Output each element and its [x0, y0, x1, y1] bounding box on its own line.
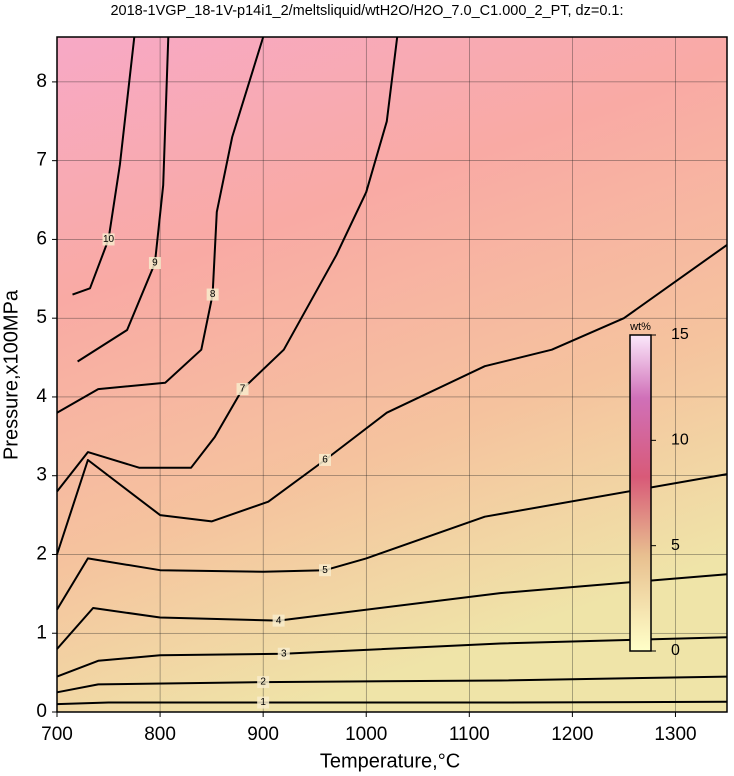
contour-label: 4	[276, 615, 282, 626]
x-axis-label: Temperature,°C	[320, 750, 460, 772]
contour-label: 7	[240, 384, 246, 395]
contour-label: 3	[281, 648, 287, 659]
contour-label-bg	[319, 453, 331, 466]
contour-label-bg	[257, 696, 270, 709]
x-tick-label: 900	[247, 724, 279, 745]
x-tick-label: 700	[41, 724, 73, 745]
y-tick-label: 5	[36, 307, 47, 328]
contour-line	[56, 36, 265, 414]
contour-label-bg	[272, 614, 285, 627]
colorbar-label: wt%	[629, 321, 651, 333]
contour-line	[56, 636, 728, 678]
x-tick-label: 1100	[449, 724, 490, 745]
contour-label-bg	[236, 383, 249, 396]
contour-label: 5	[322, 565, 328, 576]
contour-label-bg	[102, 233, 115, 246]
y-axis-label: Pressure,x100MPa	[0, 289, 22, 460]
y-tick-label: 3	[36, 465, 47, 486]
y-tick-label: 8	[36, 71, 47, 92]
y-tick-label: 6	[36, 228, 47, 249]
x-tick-label: 800	[144, 724, 176, 745]
contour-label-bg	[148, 257, 161, 270]
contour-label: 2	[260, 677, 266, 688]
contour-label: 1	[260, 697, 266, 708]
contour-label-bg	[257, 676, 270, 689]
y-tick-label: 1	[36, 622, 47, 643]
colorbar-tick-label: 15	[671, 326, 689, 343]
x-tick-label: 1000	[345, 724, 387, 745]
colorbar-tick-label: 5	[671, 537, 680, 554]
contour-label-bg	[277, 647, 290, 660]
contour-label: 6	[322, 455, 328, 466]
y-tick-label: 7	[36, 150, 47, 171]
contour-label: 10	[103, 234, 115, 245]
colorbar-tick-label: 0	[671, 642, 680, 659]
contour-label-bg	[206, 288, 219, 301]
plot-frame	[56, 36, 728, 713]
plot-background	[57, 37, 727, 712]
x-tick-label: 1300	[654, 724, 696, 745]
colorbar	[629, 334, 652, 652]
colorbar-tick-label: 10	[671, 432, 689, 449]
contour-label: 8	[210, 289, 216, 300]
contour-line	[56, 473, 728, 611]
x-tick-label: 1200	[551, 724, 593, 745]
contour-label: 9	[152, 258, 158, 269]
contour-line	[56, 573, 728, 650]
y-tick-label: 4	[36, 386, 47, 407]
y-tick-label: 2	[36, 543, 47, 564]
y-tick-label: 0	[36, 701, 47, 722]
chart-title: 2018-1VGP_18-1V-p14i1_2/meltsliquid/wtH2…	[110, 3, 623, 19]
contour-label-bg	[319, 564, 331, 577]
